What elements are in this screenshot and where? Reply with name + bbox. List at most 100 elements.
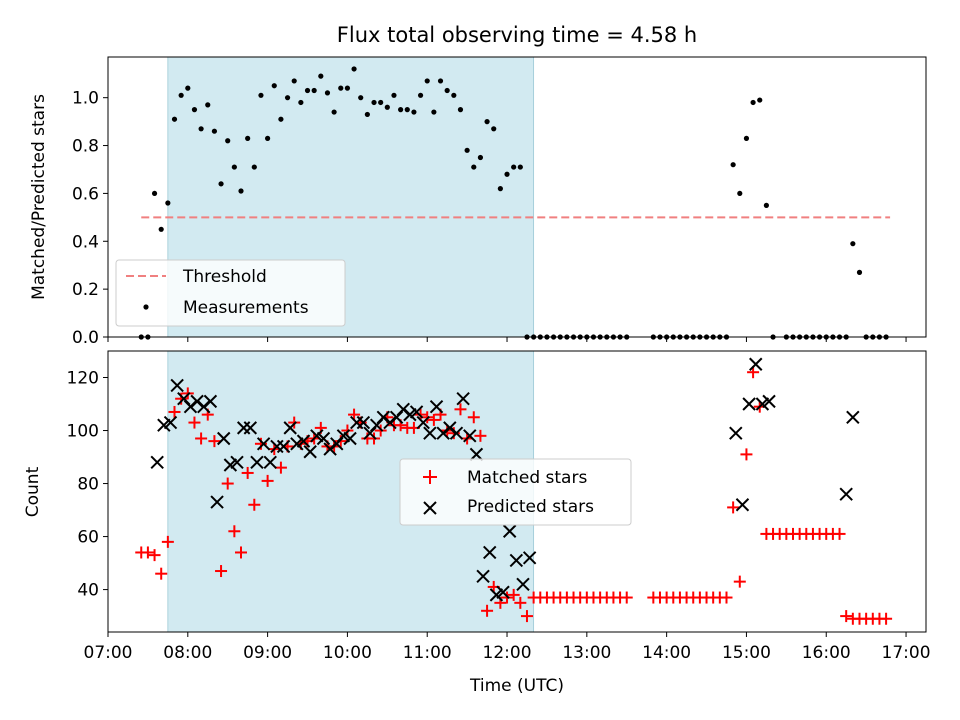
predicted-star-point	[729, 426, 743, 440]
legend-threshold-label: Threshold	[182, 267, 267, 287]
predicted-star-point	[409, 405, 424, 419]
matched-star-point	[228, 525, 241, 538]
y-tick-label: 40	[77, 581, 99, 601]
predicted-stars-points	[150, 357, 860, 602]
predicted-star-point	[449, 426, 464, 440]
bottom-panel: 40 60 80 100 120 07:00 08:00 09:00 10:00 11:00 12…	[23, 350, 931, 696]
y-tick-label: 80	[77, 475, 99, 495]
y-tick-label: 60	[77, 528, 99, 548]
x-tick-label: 11:00	[403, 643, 452, 663]
predicted-star-point	[170, 378, 184, 393]
x-tick-label: 16:00	[802, 643, 851, 663]
measurement-point	[451, 92, 457, 98]
legend-matched-label: Matched stars	[467, 468, 587, 488]
predicted-star-point	[230, 455, 244, 470]
measurement-point	[218, 181, 224, 187]
y-tick-label: 0.0	[72, 328, 99, 348]
matched-star-point	[155, 567, 168, 580]
measurement-point	[504, 171, 510, 177]
y-tick-label: 0.8	[72, 137, 99, 157]
x-axis-label: Time (UTC)	[469, 676, 564, 696]
predicted-star-point	[296, 434, 311, 448]
measurement-point	[384, 104, 390, 110]
top-legend-box	[115, 259, 346, 327]
measurement-point	[344, 85, 351, 91]
matched-star-point	[248, 498, 261, 511]
x-tick-label: 08:00	[163, 643, 212, 663]
measurement-point	[298, 99, 304, 106]
matched-star-point	[481, 604, 494, 617]
measurement-point	[338, 85, 344, 91]
predicted-star-point	[250, 455, 264, 470]
legend-measurements-swatch	[143, 304, 149, 310]
predicted-star-point	[316, 431, 331, 446]
y-tick-label: 100	[67, 422, 99, 442]
measurement-point	[331, 109, 337, 115]
predicted-star-point	[416, 415, 430, 430]
measurement-point	[464, 147, 470, 153]
measurement-point	[371, 99, 377, 106]
matched-star-point	[241, 466, 254, 479]
measurement-point	[457, 107, 464, 113]
matched-star-point	[474, 429, 487, 442]
measurement-point	[231, 164, 237, 170]
x-tick-label: 15:00	[722, 643, 771, 663]
measurement-point	[171, 116, 178, 122]
matched-star-point	[740, 448, 753, 461]
measurement-point	[404, 107, 410, 113]
measurement-point	[517, 164, 523, 170]
measurement-point	[737, 190, 743, 197]
predicted-star-point	[735, 498, 750, 512]
x-tick-label: 17:00	[882, 643, 931, 663]
measurement-point	[750, 99, 756, 106]
predicted-star-point	[846, 410, 860, 424]
y-tick-label: 0.2	[72, 280, 99, 300]
top-axes-frame	[107, 56, 927, 338]
bottom-y-axis-label: Count	[23, 466, 43, 517]
predicted-star-point	[283, 421, 297, 435]
measurement-point	[198, 126, 204, 132]
matched-star-point	[168, 405, 181, 418]
measurement-point	[185, 85, 191, 91]
predicted-star-point	[423, 426, 437, 440]
top-x-ticks	[107, 337, 907, 342]
measurement-point	[763, 202, 769, 208]
measurement-point	[304, 87, 311, 94]
predicted-star-point	[522, 551, 537, 565]
bottom-legend: Matched stars Predicted stars	[399, 458, 632, 526]
measurement-point	[471, 164, 477, 170]
predicted-star-point	[356, 415, 371, 430]
measurement-point	[318, 73, 324, 79]
measurement-point	[211, 128, 218, 134]
predicted-star-point	[476, 569, 490, 584]
bottom-x-ticks: 07:00 08:00 09:00 10:00 11:00 12:00 13:00 14:00…	[84, 632, 931, 663]
measurement-point	[743, 135, 750, 141]
predicted-star-point	[163, 415, 178, 430]
matched-star-point	[188, 416, 201, 429]
predicted-star-point	[203, 394, 218, 409]
matched-star-point	[467, 411, 480, 424]
measurement-point	[291, 78, 297, 84]
measurement-point	[258, 92, 264, 98]
matched-star-point	[833, 527, 846, 540]
bottom-legend-box	[399, 458, 632, 526]
measurement-point	[424, 78, 430, 84]
matched-star-point	[454, 403, 467, 416]
y-tick-label: 0.6	[72, 184, 99, 204]
bottom-axes-frame	[107, 350, 927, 633]
measurement-point	[850, 241, 856, 247]
measurement-point	[437, 78, 444, 84]
legend-measurements-label: Measurements	[183, 298, 309, 318]
measurement-point	[856, 269, 863, 275]
measurement-point	[165, 200, 171, 206]
measurement-point	[484, 119, 490, 125]
predicted-star-point	[749, 357, 763, 371]
predicted-star-point	[742, 397, 756, 411]
legend-predicted-label: Predicted stars	[467, 497, 594, 517]
predicted-star-point	[456, 392, 470, 406]
measurement-point	[444, 87, 450, 94]
matched-star-point	[520, 610, 533, 623]
measurement-point	[511, 164, 517, 170]
measurement-point	[391, 92, 397, 98]
matched-stars-points	[135, 366, 893, 625]
